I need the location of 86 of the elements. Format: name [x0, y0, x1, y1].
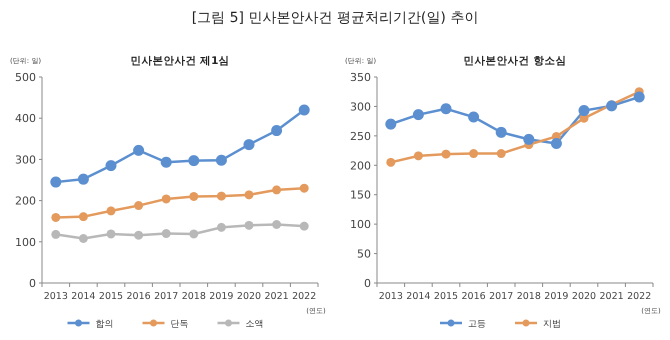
- x-tick-label: 2018: [516, 291, 541, 302]
- text: [그림 5] 민사본안사건 평균처리기간(일) 추이: [192, 10, 478, 26]
- point: [189, 229, 198, 238]
- x-tick-label: 2019: [544, 291, 568, 302]
- y-tick-label: 300: [350, 100, 371, 114]
- point: [244, 139, 254, 150]
- point: [106, 206, 116, 216]
- y-tick-label: 500: [15, 71, 36, 84]
- x-tick-label: 2017: [154, 291, 178, 302]
- chart-title: 민사본안사건 제1심: [130, 55, 230, 67]
- point: [469, 149, 478, 158]
- point: [134, 230, 144, 240]
- point: [189, 192, 198, 201]
- point: [412, 109, 424, 120]
- point: [440, 103, 452, 114]
- y-tick-label: 150: [350, 188, 371, 202]
- point: [414, 151, 423, 160]
- point: [51, 212, 60, 222]
- legend-label: 소액: [246, 320, 264, 330]
- point: [51, 230, 60, 239]
- point: [188, 155, 200, 166]
- point: [244, 190, 254, 200]
- point: [162, 194, 171, 204]
- point: [244, 220, 254, 230]
- x-tick-label: 2020: [572, 291, 596, 302]
- point: [160, 156, 172, 168]
- legend-label: 지법: [543, 320, 561, 330]
- y-tick-label: 300: [15, 153, 36, 166]
- x-tick-label: 2019: [209, 291, 234, 302]
- y-tick-label: 250: [350, 130, 371, 143]
- y-tick-label: 200: [15, 194, 36, 208]
- y-tick-label: 50: [357, 248, 371, 261]
- x-tick-label: 2014: [71, 291, 96, 302]
- x-tick-label: 2020: [236, 291, 262, 302]
- point: [271, 125, 282, 136]
- legend-label: 단독: [170, 320, 188, 330]
- y-tick-label: 200: [350, 159, 371, 172]
- x-tick-label: 2018: [182, 291, 206, 302]
- x-tick-label: 2013: [378, 291, 403, 302]
- x-tick-label: 2021: [264, 291, 289, 302]
- x-tick-label: 2022: [292, 291, 316, 302]
- point: [50, 176, 62, 188]
- point: [78, 174, 89, 185]
- point: [386, 158, 396, 167]
- point: [468, 112, 480, 123]
- point: [496, 126, 507, 138]
- x-tick-label: 2013: [44, 291, 68, 302]
- point: [216, 154, 227, 166]
- x-tick-label: 2015: [434, 291, 458, 302]
- chart-title: 민사본안사건 항소심: [464, 55, 566, 67]
- x-tick-label: 2015: [98, 291, 124, 302]
- x-tick-label: 2021: [600, 291, 624, 302]
- point: [634, 92, 645, 103]
- point: [272, 185, 282, 194]
- x-tick-label: 2016: [126, 291, 151, 302]
- y-tick-label: 400: [15, 112, 36, 126]
- point: [78, 234, 88, 244]
- point: [298, 104, 310, 116]
- point: [272, 220, 282, 229]
- x-tick-label: 2014: [406, 291, 430, 302]
- point: [133, 144, 144, 156]
- point: [162, 229, 171, 238]
- point: [550, 138, 562, 150]
- point: [442, 150, 450, 159]
- point: [300, 184, 309, 193]
- point: [523, 134, 534, 145]
- y-tick-label: 0: [364, 277, 371, 290]
- point: [496, 149, 506, 158]
- y-tick-label: 100: [350, 218, 371, 232]
- legend-label: 고등: [468, 320, 486, 330]
- point: [385, 118, 396, 130]
- point: [106, 160, 116, 172]
- point: [134, 201, 144, 210]
- y-tick-label: 100: [15, 236, 36, 249]
- x-tick-label: 2016: [462, 291, 486, 302]
- point: [216, 222, 226, 232]
- x-tick-label: 2017: [489, 291, 514, 302]
- y-tick-label: 350: [350, 71, 371, 84]
- point: [578, 105, 590, 116]
- y-tick-label: 0: [29, 277, 36, 290]
- point: [300, 222, 309, 231]
- x-tick-label: 2022: [627, 291, 652, 302]
- point: [106, 229, 116, 238]
- point: [216, 192, 226, 201]
- point: [78, 212, 88, 222]
- legend-label: 합의: [96, 320, 114, 330]
